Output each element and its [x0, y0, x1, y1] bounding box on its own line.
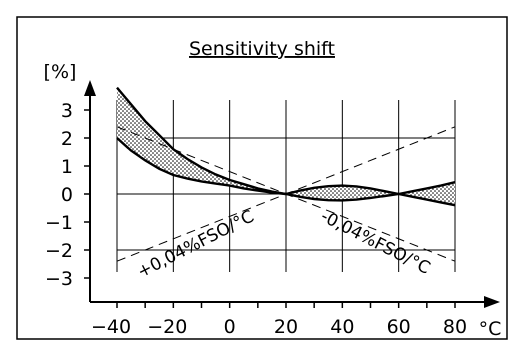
axes [84, 80, 500, 308]
series-line-4 [116, 126, 456, 262]
series-lines [116, 86, 456, 262]
outer-frame [16, 16, 508, 340]
y-tick-label: 0 [61, 184, 73, 206]
y-tick-label: −2 [45, 240, 73, 262]
y-tick-label: 2 [61, 128, 73, 150]
x-axis-unit: °C [479, 318, 502, 340]
y-axis-label: [%] [44, 61, 77, 83]
chart-title: Sensitivity shift [189, 38, 335, 60]
y-tick-label: 1 [61, 156, 73, 178]
x-tick-label: 40 [330, 316, 354, 338]
x-tick-label: 60 [387, 316, 411, 338]
tick-labels: −40 −20 0 20 40 60 80 3 2 1 0 −1 −2 −3 [45, 100, 467, 338]
shaded-band [117, 87, 455, 206]
annotation-negative-slope: -0,04%FSO/°C [317, 206, 433, 278]
x-tick-label: −20 [147, 316, 187, 338]
x-tick-label: 80 [443, 316, 467, 338]
x-tick-label: −40 [91, 316, 131, 338]
x-tick-label: 20 [274, 316, 298, 338]
y-axis-arrow [84, 80, 96, 96]
x-axis-arrow [484, 296, 500, 308]
band-fills [117, 87, 455, 206]
annotation-positive-slope: +0,04%FSO/°C [134, 207, 257, 283]
x-tick-label: 0 [224, 316, 236, 338]
y-tick-label: 3 [61, 100, 73, 122]
y-tick-label: −3 [45, 268, 73, 290]
y-tick-label: −1 [45, 212, 73, 234]
